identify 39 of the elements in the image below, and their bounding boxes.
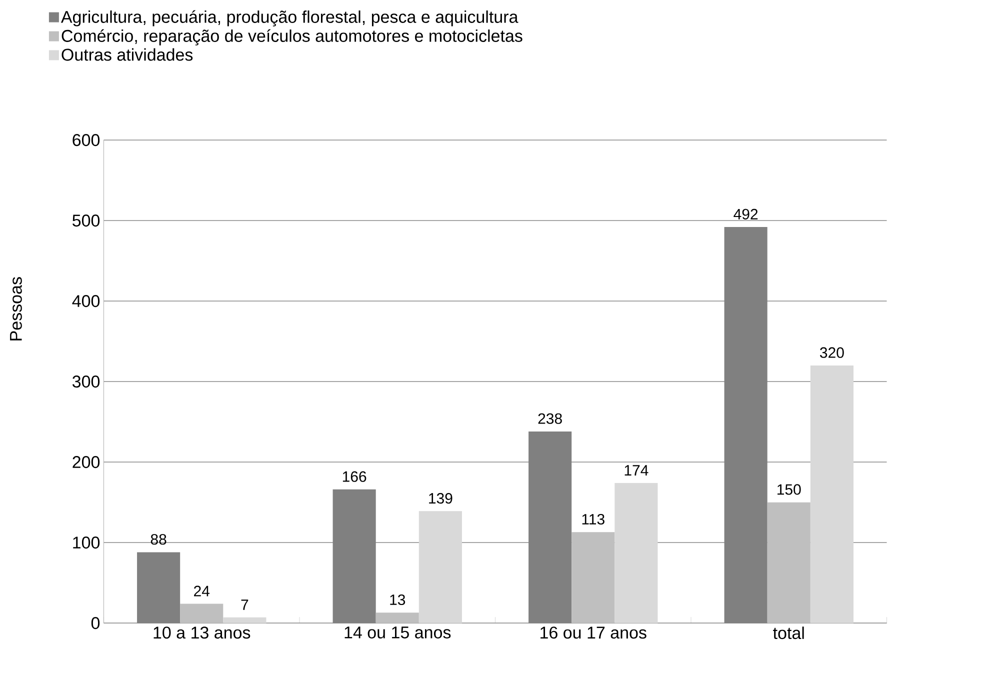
bar: [418, 511, 462, 624]
bar: [137, 552, 180, 624]
data-label: 320: [820, 347, 844, 358]
y-tick-label: 500: [72, 214, 100, 227]
data-label: 88: [150, 534, 166, 545]
x-tick-label: total: [773, 626, 804, 640]
bar: [572, 532, 615, 624]
bar: [376, 612, 419, 624]
data-label: 24: [194, 586, 210, 596]
x-tick-label: 16 ou 17 anos: [540, 626, 646, 639]
legend-label: Comércio, reparação de veículos automotores e motocicletas: [62, 29, 522, 46]
y-tick-label: 600: [72, 134, 100, 146]
bar: [614, 482, 658, 624]
y-tick-label: 300: [72, 376, 100, 388]
bar: [332, 489, 376, 624]
x-tick-label: 10 a 13 anos: [154, 626, 250, 639]
legend-label: Agricultura, pecuária, produção florestal, pesca e aquicultura: [60, 10, 518, 26]
data-label: 7: [241, 600, 248, 610]
data-label: 150: [778, 484, 801, 495]
data-label: 139: [429, 493, 452, 504]
data-label: 166: [342, 471, 366, 482]
y-tick-label: 200: [72, 456, 100, 468]
data-label: 238: [538, 413, 562, 424]
data-label: 13: [390, 594, 406, 606]
legend-label: Outras atividades: [62, 48, 193, 61]
bar: [767, 502, 810, 624]
bar: [810, 365, 854, 624]
data-label: 492: [734, 208, 758, 220]
y-tick-label: 0: [91, 617, 100, 630]
bar: [223, 617, 266, 624]
y-tick-label: 100: [73, 536, 100, 549]
bar: [724, 227, 768, 624]
data-label: 113: [582, 514, 604, 525]
data-label: 174: [624, 465, 648, 476]
y-axis-title: Pessoas: [10, 277, 22, 340]
bar: [528, 431, 572, 624]
y-tick-label: 400: [72, 295, 100, 308]
bar: [180, 604, 224, 624]
x-tick-label: 14 ou 15 anos: [344, 626, 451, 638]
